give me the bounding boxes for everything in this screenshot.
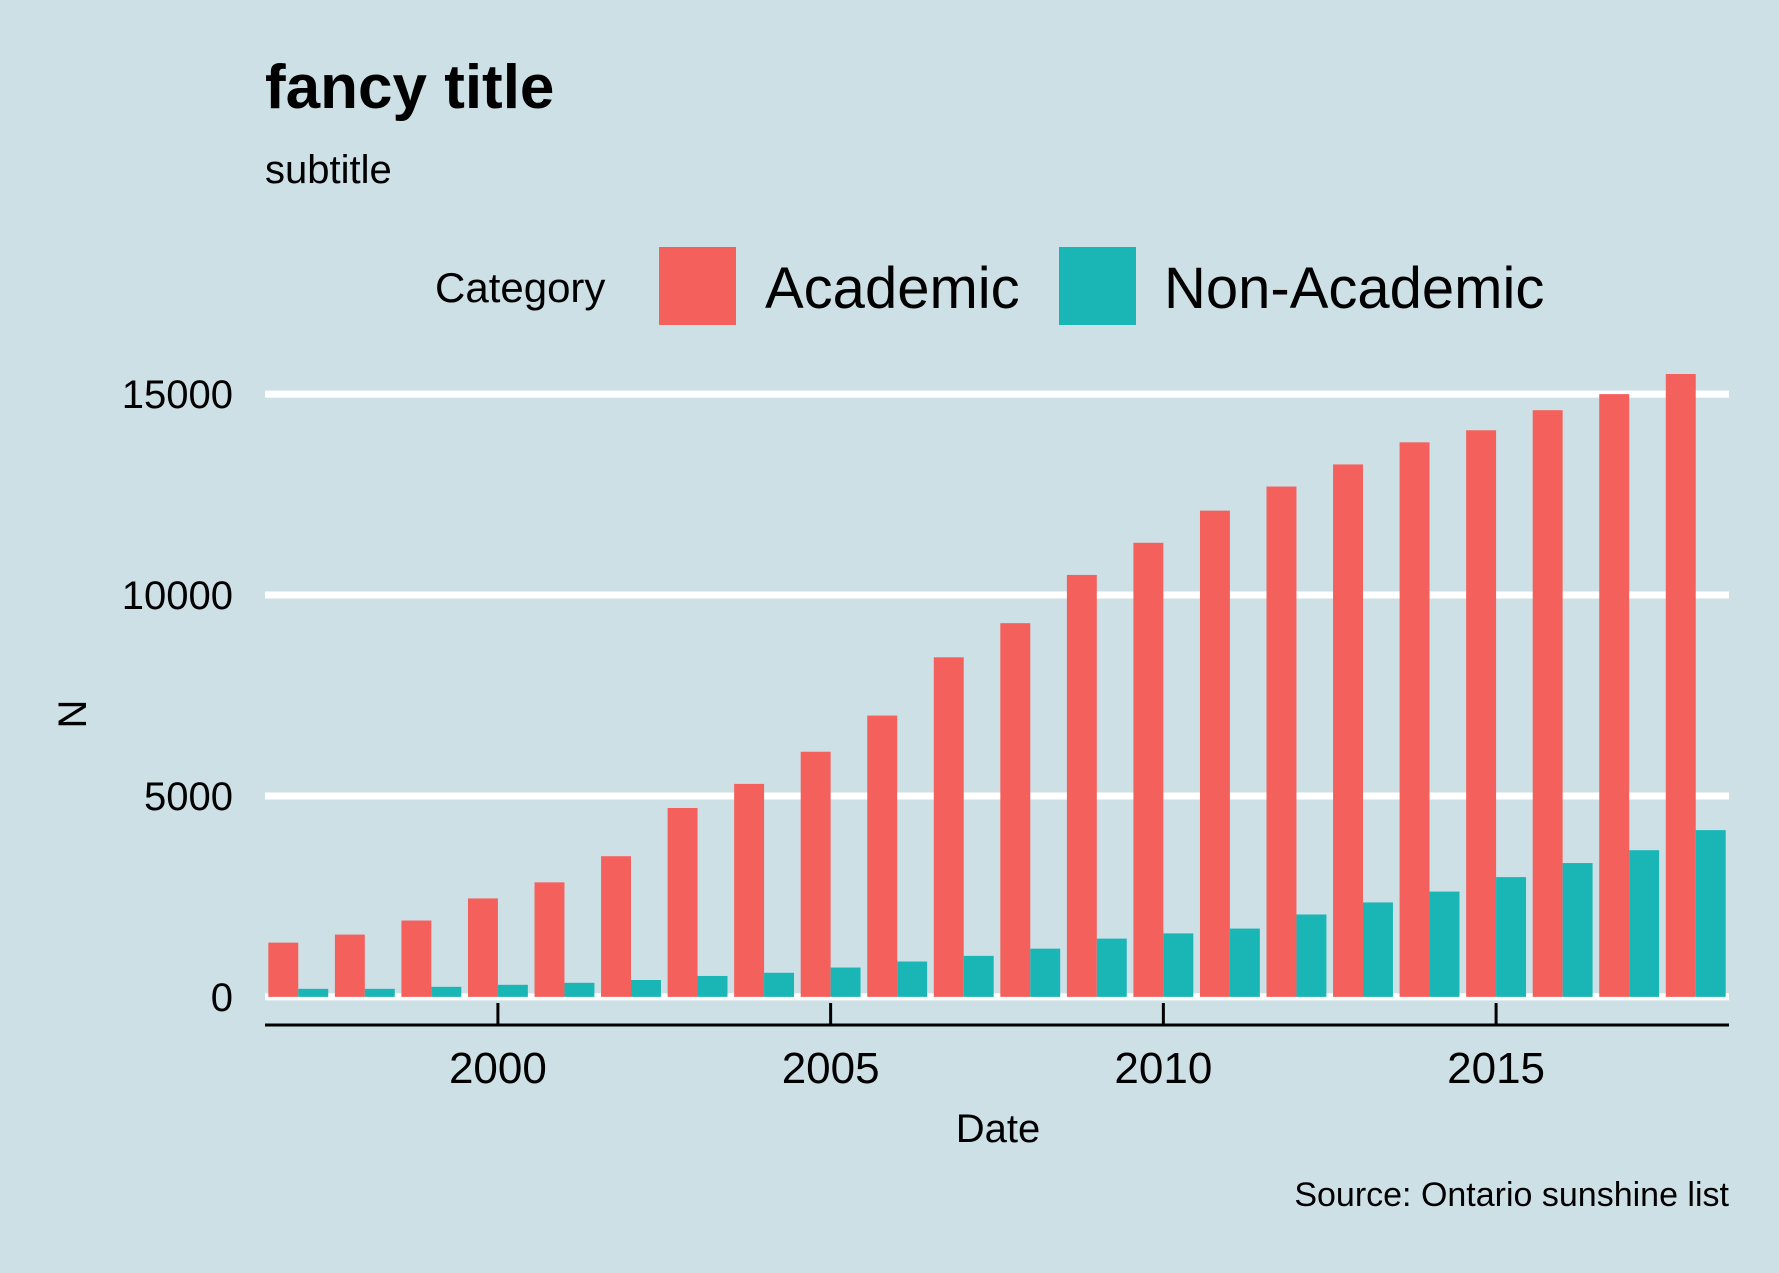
bar-academic (1199, 510, 1230, 997)
bar-academic (667, 808, 698, 997)
x-tick-label: 2000 (449, 1044, 547, 1093)
bar-academic (1333, 464, 1363, 997)
bar-non-academic (697, 975, 728, 997)
bar-academic (1066, 574, 1097, 997)
bar-non-academic (1296, 914, 1327, 997)
bar-non-academic (1096, 938, 1127, 997)
bars (268, 374, 1726, 997)
bar-non-academic (764, 972, 795, 997)
legend-label-non-academic: Non-Academic (1164, 256, 1544, 321)
bar-academic (800, 751, 831, 997)
x-axis: 2000 2005 2010 2015 (265, 1003, 1729, 1093)
bar-academic (1399, 442, 1430, 997)
bar-non-academic (364, 988, 395, 997)
bar-academic (1665, 374, 1696, 997)
y-axis-title: N (51, 700, 95, 729)
legend-title: Category (435, 264, 605, 311)
bar-academic (1133, 542, 1164, 997)
x-tick-label: 2010 (1114, 1044, 1212, 1093)
chart-subtitle: subtitle (265, 148, 392, 192)
legend-label-academic: Academic (765, 256, 1020, 321)
y-tick-label: 10000 (122, 574, 233, 618)
bar-academic (1599, 394, 1630, 997)
bar-non-academic (1496, 877, 1527, 997)
bar-academic (734, 783, 765, 997)
bar-non-academic (1629, 850, 1660, 997)
x-tick-label: 2015 (1447, 1044, 1545, 1093)
bar-non-academic (897, 961, 928, 997)
bar-non-academic (1363, 902, 1393, 997)
chart-caption: Source: Ontario sunshine list (1294, 1176, 1729, 1214)
legend: Category Academic Non-Academic (435, 247, 1544, 325)
bar-non-academic (298, 988, 329, 997)
bar-academic (467, 898, 498, 997)
bar-academic (601, 856, 631, 997)
bar-non-academic (963, 955, 994, 997)
bar-non-academic (1229, 928, 1260, 997)
bar-academic (1532, 410, 1563, 997)
y-tick-label: 0 (211, 976, 233, 1020)
legend-swatch-academic (659, 247, 736, 325)
x-tick-label: 2005 (782, 1044, 880, 1093)
bar-non-academic (1163, 933, 1194, 997)
y-tick-label: 5000 (144, 775, 233, 819)
legend-swatch-non-academic (1059, 247, 1136, 325)
chart-title: fancy title (265, 53, 554, 122)
bar-academic (401, 920, 432, 997)
bar-academic (1000, 623, 1031, 997)
bar-non-academic (1429, 891, 1460, 997)
y-axis: 0 5000 10000 15000 (122, 373, 233, 1020)
y-tick-label: 15000 (122, 373, 233, 417)
bar-non-academic (830, 967, 861, 997)
bar-non-academic (497, 984, 528, 997)
bar-non-academic (1695, 830, 1726, 997)
bar-academic (1466, 430, 1497, 997)
bar-academic (534, 882, 565, 997)
bar-academic (1266, 486, 1297, 997)
bar-academic (334, 934, 365, 997)
bar-academic (933, 657, 964, 997)
bar-non-academic (1030, 948, 1061, 997)
bar-non-academic (431, 986, 462, 997)
bar-academic (867, 715, 898, 997)
bar-academic (268, 942, 299, 997)
x-axis-title: Date (956, 1107, 1041, 1151)
bar-non-academic (1562, 863, 1593, 997)
bar-non-academic (631, 979, 661, 997)
bar-non-academic (564, 982, 595, 997)
